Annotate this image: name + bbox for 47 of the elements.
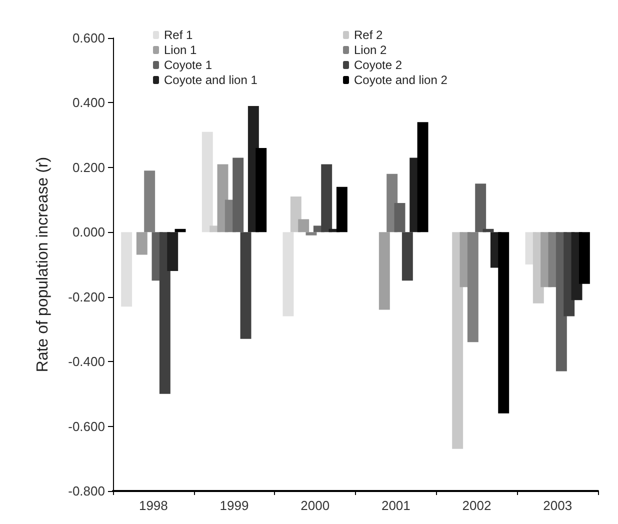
- y-axis-title: Rate of population increase (r): [34, 156, 52, 372]
- legend-label: Lion 2: [354, 43, 388, 57]
- bar: [232, 158, 244, 232]
- bar: [378, 232, 390, 310]
- bar: [144, 170, 156, 232]
- bar: [298, 219, 310, 232]
- y-tick-label: 0.600: [72, 30, 105, 46]
- legend-label: Ref 1: [164, 28, 194, 42]
- bar: [394, 203, 406, 232]
- bar: [167, 232, 178, 271]
- y-tick-label: -0.800: [68, 484, 105, 498]
- bar: [452, 232, 464, 449]
- legend-label: Coyote 1: [164, 58, 212, 72]
- bar: [202, 132, 213, 232]
- bar: [475, 184, 486, 232]
- y-tick-label: 0.400: [72, 95, 105, 110]
- bar: [282, 232, 294, 316]
- legend-label: Lion 1: [164, 43, 198, 57]
- legend-label: Coyote and lion 2: [354, 73, 448, 87]
- bar: [306, 232, 317, 236]
- x-tick-label: 2003: [543, 498, 572, 513]
- bar: [336, 186, 348, 232]
- bar: [321, 164, 332, 232]
- y-tick-label: 0.200: [72, 160, 105, 175]
- y-tick-label: 0.000: [72, 224, 105, 240]
- x-tick-label: 1999: [220, 498, 249, 513]
- legend-label: Coyote 2: [354, 58, 402, 72]
- bar: [417, 122, 428, 232]
- y-tick-label: -0.600: [68, 418, 105, 434]
- x-tick-label: 2000: [300, 498, 330, 513]
- bar: [578, 232, 590, 284]
- x-tick-label: 1998: [138, 498, 168, 513]
- bar: [498, 232, 510, 414]
- x-tick-label: 2001: [381, 498, 410, 513]
- x-tick-label: 2002: [462, 498, 492, 513]
- bar: [159, 232, 170, 394]
- bar: [121, 232, 132, 307]
- bar: [174, 228, 186, 232]
- bar: [240, 232, 252, 339]
- bar: [136, 232, 148, 255]
- bar: [467, 232, 478, 342]
- bar: [402, 232, 413, 281]
- legend-label: Ref 2: [354, 28, 384, 42]
- y-tick-label: -0.200: [68, 289, 105, 304]
- y-tick-label: -0.400: [68, 354, 105, 370]
- legend-label: Coyote and lion 1: [164, 73, 258, 87]
- bar: [256, 148, 267, 232]
